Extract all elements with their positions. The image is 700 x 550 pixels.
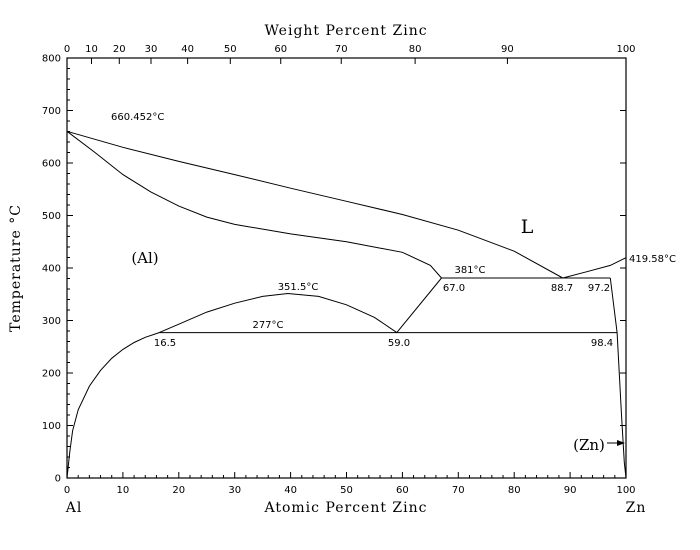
eutectic-temp-label: 381°C bbox=[454, 265, 485, 276]
bottom-axis-label: Atomic Percent Zinc bbox=[263, 500, 427, 516]
phase-boundary-5 bbox=[396, 277, 442, 333]
top-tick-label-5: 50 bbox=[224, 44, 237, 55]
top-tick-label-6: 60 bbox=[274, 44, 287, 55]
top-tick-label-2: 20 bbox=[113, 44, 126, 55]
al-end-label: Al bbox=[65, 500, 83, 516]
top-tick-label-4: 40 bbox=[181, 44, 194, 55]
x-tick-label-1: 10 bbox=[117, 485, 130, 496]
y-tick-label-3: 300 bbox=[42, 316, 61, 327]
top-tick-label-10: 100 bbox=[616, 44, 635, 55]
liquid-phase-label: L bbox=[521, 216, 534, 238]
composition-16-5-label: 16.5 bbox=[154, 338, 176, 349]
phase-boundary-0 bbox=[66, 130, 564, 279]
zn-melting-label: 419.58°C bbox=[629, 254, 676, 265]
x-tick-label-9: 90 bbox=[564, 485, 577, 496]
top-tick-label-7: 70 bbox=[335, 44, 348, 55]
x-tick-label-5: 50 bbox=[340, 485, 353, 496]
x-tick-label-3: 30 bbox=[228, 485, 241, 496]
miscibility-peak-label: 351.5°C bbox=[278, 282, 319, 293]
phase-boundary-8 bbox=[609, 277, 627, 479]
y-tick-label-4: 400 bbox=[42, 264, 61, 275]
phase-boundary-2 bbox=[66, 130, 442, 279]
x-tick-label-0: 0 bbox=[64, 485, 70, 496]
al-melting-label: 660.452°C bbox=[111, 112, 164, 123]
y-tick-label-6: 600 bbox=[42, 159, 61, 170]
x-tick-label-4: 40 bbox=[284, 485, 297, 496]
y-tick-label-1: 100 bbox=[42, 421, 61, 432]
top-tick-label-0: 0 bbox=[64, 44, 70, 55]
zn-end-label: Zn bbox=[626, 500, 647, 516]
x-tick-label-8: 80 bbox=[508, 485, 521, 496]
y-tick-label-2: 200 bbox=[42, 369, 61, 380]
top-tick-label-3: 30 bbox=[145, 44, 158, 55]
zn-phase-arrowhead bbox=[617, 440, 625, 446]
composition-97-2-label: 97.2 bbox=[588, 283, 610, 294]
top-tick-label-9: 90 bbox=[501, 44, 514, 55]
composition-67-label: 67.0 bbox=[443, 283, 465, 294]
phase-boundary-1 bbox=[562, 257, 627, 279]
x-tick-label-10: 100 bbox=[616, 485, 635, 496]
x-tick-label-2: 20 bbox=[172, 485, 185, 496]
zn-phase-label: (Zn) bbox=[573, 436, 605, 454]
top-axis-label: Weight Percent Zinc bbox=[264, 23, 427, 39]
x-tick-label-6: 60 bbox=[396, 485, 409, 496]
monotectoid-temp-label: 277°C bbox=[252, 320, 283, 331]
composition-59-label: 59.0 bbox=[388, 338, 410, 349]
y-tick-label-7: 700 bbox=[42, 106, 61, 117]
y-axis-label: Temperature °C bbox=[8, 204, 24, 332]
y-tick-label-0: 0 bbox=[55, 474, 61, 485]
composition-88-7-label: 88.7 bbox=[551, 283, 573, 294]
x-tick-label-7: 70 bbox=[452, 485, 465, 496]
y-tick-label-5: 500 bbox=[42, 211, 61, 222]
phase-boundary-3 bbox=[66, 332, 160, 479]
phase-boundary-4 bbox=[159, 292, 398, 334]
y-tick-label-8: 800 bbox=[42, 54, 61, 65]
top-tick-label-1: 10 bbox=[85, 44, 98, 55]
composition-98-4-label: 98.4 bbox=[591, 338, 613, 349]
top-tick-label-8: 80 bbox=[409, 44, 422, 55]
al-phase-label: (Al) bbox=[131, 249, 158, 267]
